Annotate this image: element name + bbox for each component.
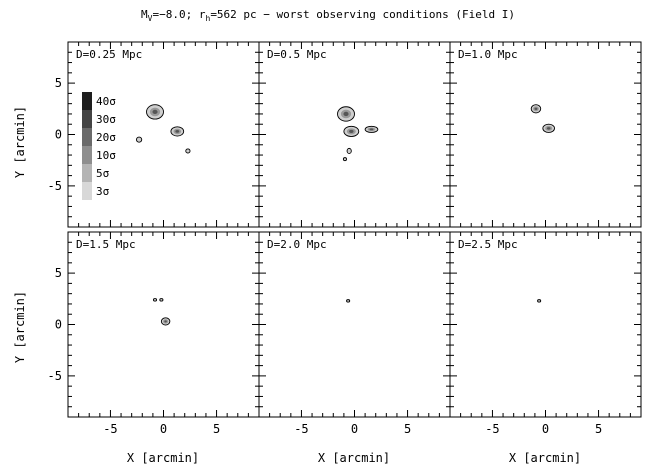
legend-swatch xyxy=(82,128,92,146)
panel-3: D=1.0 Mpc xyxy=(449,41,642,228)
contour-blob xyxy=(342,157,347,162)
contour-blob xyxy=(152,298,158,302)
x-tick-label: 5 xyxy=(595,422,602,436)
contour-outer xyxy=(135,136,143,143)
panel-label: D=1.5 Mpc xyxy=(76,238,136,251)
contour-blob xyxy=(170,126,185,137)
panel-label: D=2.5 Mpc xyxy=(458,238,518,251)
contour-outer xyxy=(346,147,352,154)
legend-label: 5σ xyxy=(96,167,110,180)
panel-label: D=2.0 Mpc xyxy=(267,238,327,251)
x-tick-label: 0 xyxy=(542,422,549,436)
x-tick-label: -5 xyxy=(485,422,499,436)
y-tick-label: -5 xyxy=(48,369,62,383)
contour-core xyxy=(369,128,374,131)
contour-blob xyxy=(346,299,351,303)
panel-1: -5 0 5 D=0.25 Mpc 40σ 30σ 20σ 10σ 5σ 3σ xyxy=(48,41,260,228)
contour-core xyxy=(534,107,538,111)
panel-frame xyxy=(449,41,642,228)
contour-blob xyxy=(542,123,555,133)
contour-core xyxy=(546,127,551,130)
contour-blob xyxy=(146,104,164,120)
y-tick-label: 5 xyxy=(55,266,62,280)
legend-swatch xyxy=(82,146,92,164)
contour-blob xyxy=(537,299,542,303)
x-tick-label: 5 xyxy=(404,422,411,436)
contour-blob xyxy=(343,125,360,138)
contour-blob xyxy=(135,136,143,143)
y-tick-label: 0 xyxy=(55,128,62,142)
contour-core xyxy=(349,129,354,133)
legend-label: 3σ xyxy=(96,185,110,198)
contour-core xyxy=(164,320,167,323)
legend-swatch xyxy=(82,182,92,200)
panel-label: D=1.0 Mpc xyxy=(458,48,518,61)
contour-blob xyxy=(346,147,352,154)
y-tick-label: 5 xyxy=(55,76,62,90)
y-tick-label: -5 xyxy=(48,179,62,193)
panel-5: -5 0 5 D=2.0 Mpc xyxy=(258,231,451,436)
legend-swatch xyxy=(82,110,92,128)
contour-outer xyxy=(159,298,164,302)
panel-frame xyxy=(449,231,642,418)
contour-core xyxy=(175,130,180,133)
chart-title: MV=−8.0; rh=562 pc − worst observing con… xyxy=(141,8,515,23)
contour-blob xyxy=(364,125,379,133)
legend-label: 10σ xyxy=(96,149,116,162)
panel-frame xyxy=(258,231,451,418)
x-tick-label: -5 xyxy=(103,422,117,436)
x-tick-label: 0 xyxy=(351,422,358,436)
contour-blob xyxy=(160,317,171,326)
contour-core xyxy=(152,109,158,115)
legend-swatch xyxy=(82,164,92,182)
x-tick-label: 5 xyxy=(213,422,220,436)
contour-blob xyxy=(159,298,164,302)
x-tick-label: 0 xyxy=(160,422,167,436)
y-axis-label-top: Y [arcmin] xyxy=(13,106,27,178)
x-axis-label-left: X [arcmin] xyxy=(127,451,199,465)
contour-blob xyxy=(530,104,542,114)
x-tick-label: -5 xyxy=(294,422,308,436)
contour-blob xyxy=(337,106,355,122)
contour-outer xyxy=(152,298,158,302)
contour-outer xyxy=(346,299,351,303)
panel-label: D=0.25 Mpc xyxy=(76,48,142,61)
legend-label: 30σ xyxy=(96,113,116,126)
panel-4: -5 0 5 -5 0 5 D=1.5 Mpc xyxy=(48,231,260,436)
x-axis-label-right: X [arcmin] xyxy=(509,451,581,465)
panel-6: -5 0 5 D=2.5 Mpc xyxy=(449,231,642,436)
contour-outer xyxy=(185,148,191,154)
y-tick-label: 0 xyxy=(55,318,62,332)
contour-core xyxy=(343,111,349,117)
panel-label: D=0.5 Mpc xyxy=(267,48,327,61)
legend-label: 40σ xyxy=(96,95,116,108)
x-axis-label-middle: X [arcmin] xyxy=(318,451,390,465)
y-axis-label-bottom: Y [arcmin] xyxy=(13,291,27,363)
legend-swatch xyxy=(82,92,92,110)
contour-outer xyxy=(342,157,347,162)
panel-2: D=0.5 Mpc xyxy=(258,41,451,228)
contour-outer xyxy=(537,299,542,303)
legend-label: 20σ xyxy=(96,131,116,144)
contour-blob xyxy=(185,148,191,154)
